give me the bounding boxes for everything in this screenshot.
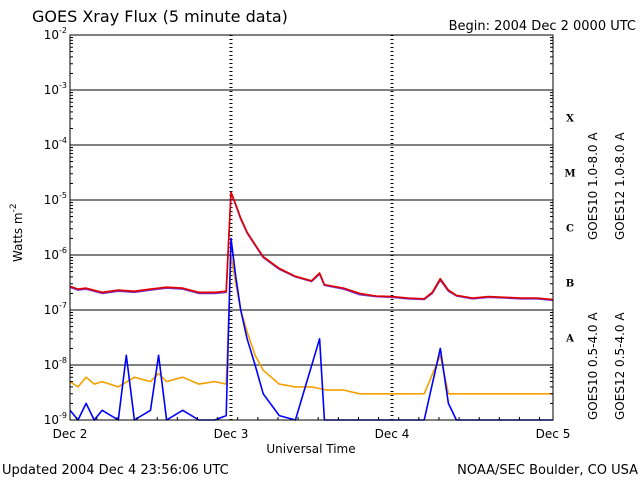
y-tick-exponent: -2: [59, 26, 67, 35]
y-tick-exponent: -8: [59, 356, 67, 365]
x-tick-label: Dec 3: [214, 427, 249, 441]
series-line-goes12-0-5-4-0-a: [69, 237, 553, 421]
legend-entry: GOES12 1.0-8.0 A: [613, 132, 627, 240]
series-line-goes10-1-0-8-0-a: [69, 192, 554, 302]
series-line-goes10-0-5-4-0-a: [69, 254, 553, 395]
y-axis-label-group: Watts m-2: [9, 203, 25, 262]
flare-class-M: M: [564, 169, 575, 180]
x-tick-label: Dec 2: [53, 427, 88, 441]
y-tick-exponent: -9: [59, 411, 67, 420]
y-tick-base: 10: [44, 358, 59, 372]
y-tick-label: 10-6: [44, 246, 67, 262]
y-tick-base: 10: [44, 83, 59, 97]
flare-class-A: A: [565, 334, 574, 345]
y-axis-label-exponent: -2: [9, 203, 19, 212]
source-label: NOAA/SEC Boulder, CO USA: [457, 463, 638, 478]
flare-class-X: X: [566, 114, 574, 125]
y-tick-base: 10: [44, 248, 59, 262]
x-axis-ticks: Dec 2 Dec 3 Dec 4 Dec 5: [53, 417, 571, 441]
y-tick-label: 10-8: [44, 356, 67, 372]
y-tick-label: 10-3: [44, 81, 67, 97]
y-tick-label: 10-5: [44, 191, 67, 207]
chart-title: GOES Xray Flux (5 minute data): [32, 7, 288, 26]
grid-layer: [70, 35, 553, 420]
legend-entry: GOES10 1.0-8.0 A: [586, 132, 600, 240]
legend-entry: GOES10 0.5-4.0 A: [586, 312, 600, 420]
series-layer: [69, 191, 554, 421]
y-tick-label: 10-7: [44, 301, 67, 317]
y-tick-label: 10-9: [44, 411, 67, 427]
y-axis-ticks: 10-210-310-410-510-610-710-810-9: [44, 26, 553, 427]
y-tick-exponent: -3: [59, 81, 67, 90]
y-tick-label: 10-2: [44, 26, 67, 42]
begin-label: Begin: 2004 Dec 2 0000 UTC: [449, 19, 636, 34]
flare-class-labels: X M C B A: [564, 114, 575, 345]
y-tick-label: 10-4: [44, 136, 67, 152]
x-axis-label: Universal Time: [266, 442, 355, 456]
y-axis-label-text: Watts m: [11, 212, 25, 262]
y-axis-label: Watts m-2: [9, 203, 25, 262]
flare-class-B: B: [566, 279, 574, 290]
y-tick-base: 10: [44, 303, 59, 317]
y-tick-exponent: -7: [59, 301, 67, 310]
y-tick-base: 10: [44, 28, 59, 42]
y-tick-exponent: -4: [59, 136, 67, 145]
flare-class-C: C: [566, 224, 574, 235]
y-tick-base: 10: [44, 138, 59, 152]
plot-frame: [69, 34, 554, 421]
x-tick-label: Dec 5: [536, 427, 571, 441]
y-tick-base: 10: [44, 413, 59, 427]
legend: GOES10 1.0-8.0 A GOES12 1.0-8.0 A GOES10 0…: [586, 132, 627, 420]
y-tick-base: 10: [44, 193, 59, 207]
updated-label: Updated 2004 Dec 4 23:56:06 UTC: [2, 463, 229, 478]
series-line-goes12-1-0-8-0-a: [69, 191, 554, 301]
x-tick-label: Dec 4: [375, 427, 410, 441]
legend-entry: GOES12 0.5-4.0 A: [613, 312, 627, 420]
y-tick-exponent: -6: [59, 246, 67, 255]
y-tick-exponent: -5: [59, 191, 67, 200]
